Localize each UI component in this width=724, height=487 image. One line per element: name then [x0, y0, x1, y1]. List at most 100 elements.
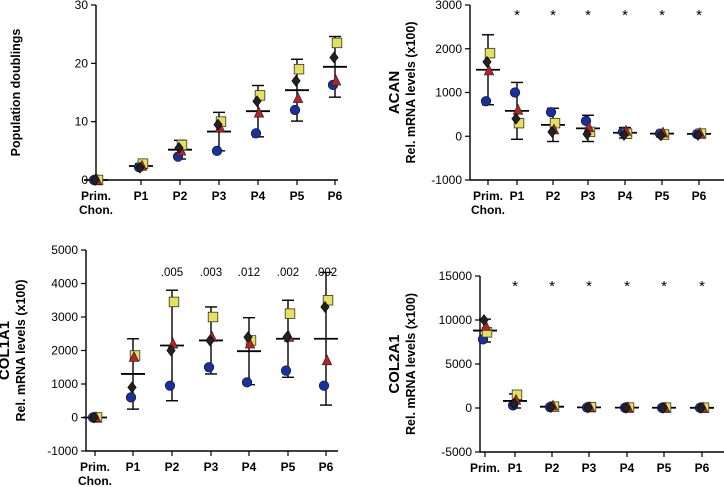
- acan-point-donor-4: [547, 125, 557, 138]
- col2a1-panel: -5000 0 5000 10000 15000 Prim. P1 P2 P3 P4 P5 P6 Rel…: [386, 269, 724, 475]
- col2a1-ytick-label: 0: [465, 401, 472, 415]
- col1a1-point-donor-3: [128, 350, 140, 362]
- col1a1-ytick-label: 0: [71, 411, 78, 425]
- pd-point-donor-1: [289, 104, 301, 116]
- col1a1-ytick-label: 2000: [51, 344, 78, 358]
- acan-category-label: P4: [618, 189, 633, 203]
- col1a1-p-value-label: .002: [315, 267, 337, 279]
- col1a1-category-label: Prim.: [80, 460, 110, 474]
- col1a1-point-donor-1: [203, 362, 215, 373]
- pd-ytick-label: 20: [75, 56, 89, 70]
- acan-significance-star: *: [659, 7, 665, 24]
- col2a1-category-label: P1: [508, 461, 523, 475]
- col1a1-ytick-label: 5000: [51, 243, 78, 257]
- pd-point-donor-2: [293, 63, 305, 75]
- col2a1-point-donor-4: [546, 401, 556, 414]
- col1a1-panel: -1000 0 1000 2000 3000 4000 5000 Prim.Chon. P1 P2…: [0, 243, 338, 487]
- acan-point-donor-1: [480, 96, 492, 107]
- pd-point-donor-3: [292, 92, 304, 103]
- col1a1-gene-label: COL1A1: [0, 321, 13, 380]
- acan-point-donor-3: [512, 103, 524, 115]
- acan-point-donor-4: [656, 129, 666, 142]
- acan-point-donor-4: [582, 128, 592, 140]
- pd-point-donor-4: [329, 51, 339, 64]
- pd-point-donor-4: [213, 118, 223, 131]
- col1a1-point-donor-2: [207, 311, 219, 323]
- acan-significance-star: *: [585, 7, 591, 24]
- col1a1-p-value-label: .003: [200, 267, 222, 279]
- pd-point-donor-1: [211, 145, 223, 156]
- acan-category-label: P1: [510, 189, 525, 203]
- col1a1-ytick-label: 4000: [51, 277, 78, 291]
- acan-gene-label: ACAN: [386, 71, 403, 114]
- col1a1-point-donor-4: [205, 334, 215, 347]
- col2a1-significance-star: *: [624, 278, 630, 295]
- acan-category-label: P3: [581, 189, 596, 203]
- col1a1-category-label: P4: [242, 460, 257, 474]
- col1a1-point-donor-3: [321, 354, 333, 366]
- pd-panel: 0102030Prim.Chon.P1P2P3P4P5P6Population …: [9, 0, 347, 217]
- col2a1-point-donor-4: [479, 314, 489, 326]
- col1a1-ytick-label: 3000: [51, 310, 78, 324]
- acan-point-donor-4: [693, 129, 703, 141]
- pd-point-donor-3: [330, 74, 342, 86]
- col2a1-significance-star: *: [512, 278, 518, 295]
- col2a1-significance-star: *: [586, 278, 592, 295]
- col2a1-point-donor-4: [583, 401, 593, 414]
- col2a1-point-donor-4: [621, 401, 631, 414]
- col2a1-point-donor-4: [658, 402, 668, 414]
- col2a1-significance-star: *: [699, 278, 705, 295]
- acan-ytick-label: 3000: [435, 0, 462, 12]
- col1a1-p-value-label: .005: [161, 267, 183, 279]
- col1a1-point-donor-4: [89, 411, 99, 424]
- col1a1-category-label: Chon.: [78, 474, 112, 487]
- col1a1-point-donor-1: [164, 380, 176, 391]
- col1a1-p-value-label: .012: [238, 267, 260, 279]
- col2a1-category-label: P5: [657, 461, 672, 475]
- acan-point-donor-2: [484, 47, 496, 59]
- acan-significance-star: *: [550, 7, 556, 24]
- pd-category-label: P2: [173, 189, 188, 203]
- col1a1-point-donor-4: [243, 331, 253, 343]
- col1a1-y-axis-label: Rel. mRNA levels (x100): [14, 280, 28, 422]
- col1a1-p-value-label: .002: [277, 267, 299, 279]
- col1a1-category-label: P6: [319, 460, 334, 474]
- pd-point-donor-4: [252, 95, 262, 108]
- col2a1-significance-star: *: [661, 278, 667, 295]
- pd-point-donor-4: [135, 161, 145, 174]
- col1a1-point-donor-4: [127, 381, 137, 394]
- acan-point-donor-4: [619, 129, 629, 141]
- col1a1-ytick-label: 1000: [51, 377, 78, 391]
- acan-point-donor-1: [509, 87, 521, 98]
- acan-point-donor-4: [482, 55, 492, 68]
- col1a1-point-donor-2: [168, 296, 180, 308]
- pd-category-label: P6: [328, 189, 343, 203]
- pd-category-label: P5: [290, 189, 305, 203]
- col2a1-ytick-label: 10000: [439, 313, 473, 327]
- col2a1-ytick-label: 15000: [439, 269, 473, 283]
- col1a1-point-donor-4: [166, 344, 176, 357]
- col2a1-point-donor-3: [480, 319, 492, 331]
- pd-category-label: Prim.: [81, 189, 111, 203]
- acan-point-donor-3: [483, 64, 495, 76]
- col2a1-category-label: P2: [545, 461, 560, 475]
- acan-ytick-label: 0: [455, 129, 462, 143]
- col1a1-category-label: P2: [165, 460, 180, 474]
- pd-ytick-label: 30: [75, 0, 89, 12]
- col2a1-ytick-label: 5000: [445, 357, 472, 371]
- col1a1-point-donor-1: [318, 380, 330, 391]
- pd-point-donor-4: [174, 142, 184, 154]
- pd-category-label: P4: [251, 189, 266, 203]
- acan-point-donor-1: [545, 107, 557, 118]
- col2a1-category-label: P3: [582, 461, 597, 475]
- acan-ytick-label: -1000: [431, 173, 462, 187]
- pd-point-donor-1: [250, 128, 262, 139]
- col1a1-category-label: P1: [126, 460, 141, 474]
- col2a1-category-label: P4: [620, 461, 635, 475]
- pd-ytick-label: 10: [75, 115, 89, 129]
- pd-point-donor-2: [331, 37, 343, 49]
- acan-significance-star: *: [514, 7, 520, 24]
- col2a1-category-label: P6: [695, 461, 710, 475]
- col2a1-y-axis-label: Rel. mRNA levels (x100): [404, 293, 418, 435]
